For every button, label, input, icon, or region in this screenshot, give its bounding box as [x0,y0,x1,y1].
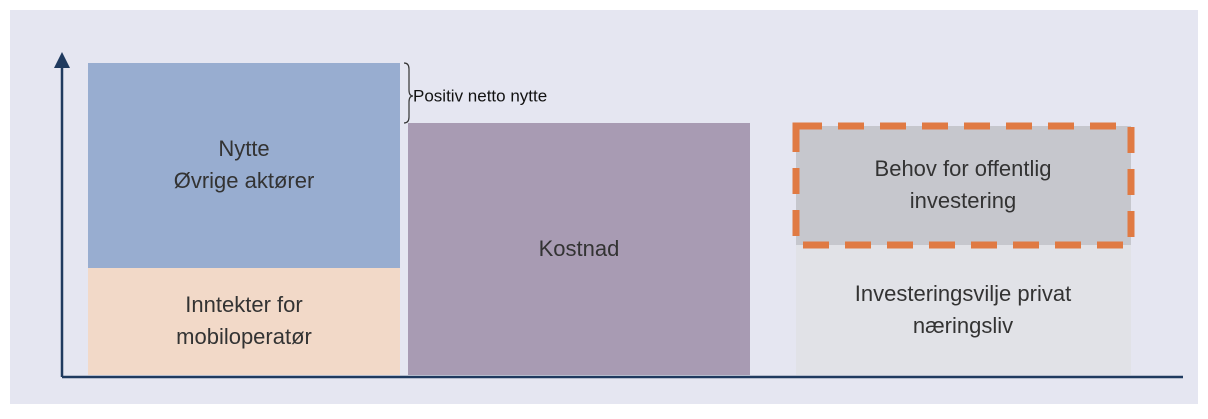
block-label: investering [910,188,1016,213]
public-block [792,122,1135,249]
block-label: Investeringsvilje privat [855,281,1071,306]
block-label: Øvrige aktører [174,168,315,193]
block-label: Kostnad [539,236,620,261]
block-label: mobiloperatør [176,324,312,349]
brace-label: Positiv netto nytte [413,86,547,105]
private-block [796,245,1131,375]
brace [403,62,414,124]
revenue-block [88,268,400,375]
block-label: Inntekter for [185,292,302,317]
block-label: Behov for offentlig [875,156,1052,181]
block-label: Nytte [218,136,269,161]
cost-block [408,123,750,375]
block-label: næringsliv [913,313,1013,338]
y-axis-arrow [54,52,70,68]
benefit-block [88,63,400,268]
